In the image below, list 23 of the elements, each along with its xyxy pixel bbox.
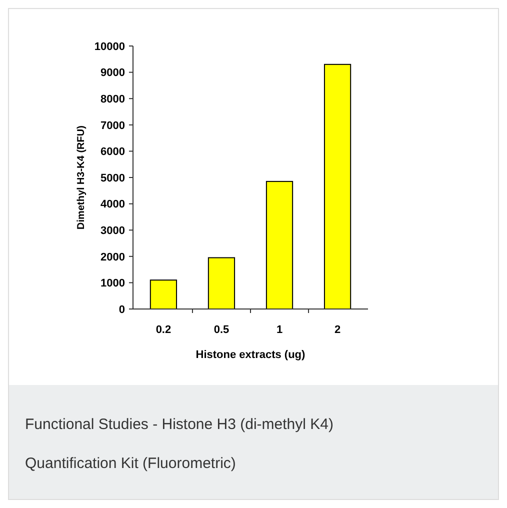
y-tick-label: 3000 (100, 224, 125, 237)
x-tick-label: 2 (334, 324, 341, 336)
y-axis-title: Dimethyl H3-K4 (RFU) (76, 126, 87, 230)
y-tick-label: 10000 (94, 40, 125, 53)
x-tick-label: 1 (276, 324, 283, 336)
text: Quantification Kit (Fluorometric) (25, 455, 236, 472)
y-tick-label: 7000 (100, 120, 125, 132)
y-tick-label: 5000 (100, 172, 125, 184)
x-tick-label: 0.2 (156, 324, 172, 336)
y-tick-label: 2000 (100, 251, 125, 264)
y-tick-label: 0 (118, 304, 125, 316)
text: Functional Studies - Histone H3 (di-methyl K4) (25, 416, 334, 433)
y-tick-label: 4000 (100, 198, 125, 211)
y-tick-label: 9000 (100, 67, 125, 80)
y-tick-label: 1000 (100, 278, 125, 290)
x-tick-label: 0.5 (214, 324, 230, 336)
bar (150, 280, 178, 310)
y-tick-label: 6000 (100, 146, 125, 158)
bar (208, 257, 236, 310)
x-axis-title: Histone extracts (ug) (196, 349, 306, 361)
y-tick-label: 8000 (100, 93, 125, 106)
bar (266, 180, 294, 310)
bar (324, 64, 352, 310)
